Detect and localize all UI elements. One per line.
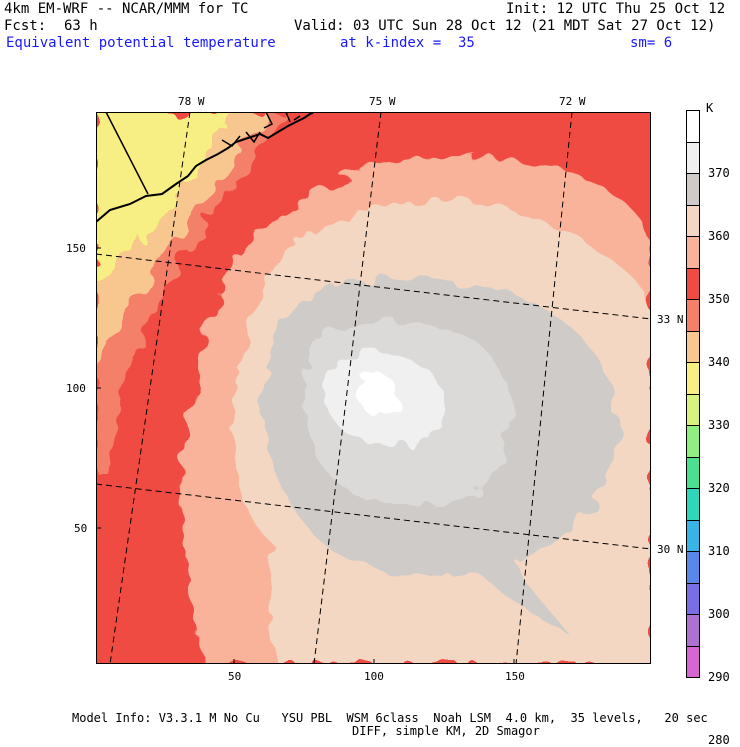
band-320 xyxy=(96,112,231,287)
colorbar-swatch xyxy=(686,393,700,426)
band-380 xyxy=(355,374,401,415)
colorbar-swatch xyxy=(686,551,700,584)
y-tick-150: 150 xyxy=(66,242,86,255)
forecast-label: Fcst: xyxy=(4,18,47,34)
x-tick-100: 100 xyxy=(364,670,384,683)
colorbar-swatch xyxy=(686,330,700,363)
theta-e-map xyxy=(96,112,651,664)
meridian-72w xyxy=(515,112,573,664)
colorbar-swatch xyxy=(686,204,700,237)
colorbar-label: 300 xyxy=(708,607,730,621)
lat-label-30n: 30 N xyxy=(657,543,684,556)
field-name: Equivalent potential temperature xyxy=(6,35,276,51)
colorbar-label: 330 xyxy=(708,418,730,432)
colorbar-swatch xyxy=(686,173,700,206)
x-tick-50: 50 xyxy=(228,670,242,683)
forecast-hour: 63 h xyxy=(64,18,98,34)
lat-label-33n: 33 N xyxy=(657,313,684,326)
colorbar-swatch xyxy=(686,456,700,489)
colorbar-swatch xyxy=(686,362,700,395)
parallel-33n xyxy=(96,253,651,320)
init-time: Init: 12 UTC Thu 25 Oct 12 xyxy=(506,1,726,17)
coastline-detail xyxy=(221,112,301,147)
colorbar-swatch xyxy=(686,299,700,332)
lon-label-72w: 72 W xyxy=(559,95,586,108)
colorbar-swatch xyxy=(686,582,700,615)
meridian-78w xyxy=(109,112,191,664)
graticule xyxy=(96,112,651,664)
valid-time: Valid: 03 UTC Sun 28 Oct 12 (21 MDT Sat … xyxy=(294,18,716,34)
colorbar-label: 310 xyxy=(708,544,730,558)
colorbar-swatch xyxy=(686,267,700,300)
colorbar-swatch xyxy=(686,141,700,174)
x-tick-150: 150 xyxy=(505,670,525,683)
y-tick-100: 100 xyxy=(66,382,86,395)
colorbar-swatch xyxy=(686,519,700,552)
coastline xyxy=(96,112,315,223)
colorbar-unit: K xyxy=(706,101,714,115)
parallel-30n xyxy=(96,483,651,550)
model-title: 4km EM-WRF -- NCAR/MMM for TC xyxy=(4,1,249,17)
colorbar-swatch xyxy=(686,110,700,143)
state-border xyxy=(105,112,149,195)
model-info-2: DIFF, simple KM, 2D Smagor xyxy=(352,724,540,738)
colorbar-label: 370 xyxy=(708,166,730,180)
colorbar-label: 290 xyxy=(708,670,730,684)
y-tick-50: 50 xyxy=(74,522,88,535)
colorbar-label: 320 xyxy=(708,481,730,495)
colorbar-swatch xyxy=(686,645,700,678)
lon-label-75w: 75 W xyxy=(369,95,396,108)
level-info: at k-index = 35 xyxy=(340,35,475,51)
colorbar-swatch xyxy=(686,614,700,647)
colorbar-swatch xyxy=(686,425,700,458)
model-info: Model Info: V3.3.1 M No Cu YSU PBL WSM 6… xyxy=(72,711,708,725)
lon-label-78w: 78 W xyxy=(178,95,205,108)
colorbar-label: 350 xyxy=(708,292,730,306)
colorbar-label: 280 xyxy=(708,733,730,747)
meridian-75w xyxy=(313,112,382,664)
colorbar-label: 340 xyxy=(708,355,730,369)
colorbar-label: 360 xyxy=(708,229,730,243)
smoothing-info: sm= 6 xyxy=(630,35,673,51)
colorbar-swatch xyxy=(686,488,700,521)
colorbar-swatch xyxy=(686,236,700,269)
